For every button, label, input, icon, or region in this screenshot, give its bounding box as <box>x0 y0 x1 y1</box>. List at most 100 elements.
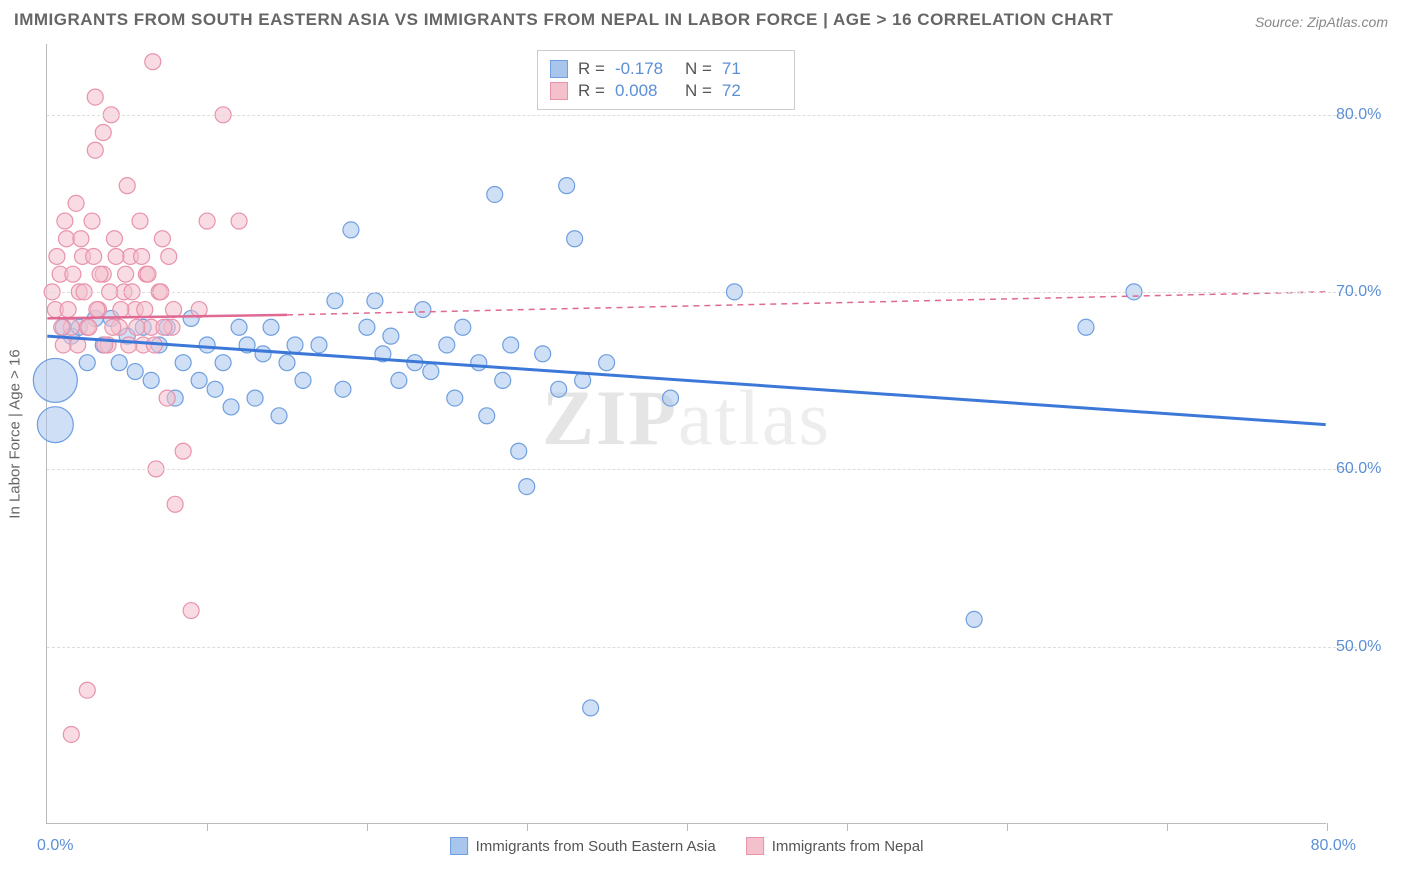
data-point <box>207 381 223 397</box>
data-point <box>55 337 71 353</box>
data-point <box>255 346 271 362</box>
data-point <box>87 89 103 105</box>
data-point <box>271 408 287 424</box>
data-point <box>118 266 134 282</box>
data-point <box>559 178 575 194</box>
gridline <box>47 647 1356 648</box>
data-point <box>87 142 103 158</box>
x-tick <box>1167 823 1168 831</box>
data-point <box>92 266 108 282</box>
x-tick <box>367 823 368 831</box>
data-point <box>367 293 383 309</box>
data-point <box>33 358 77 402</box>
data-point <box>455 319 471 335</box>
data-point <box>663 390 679 406</box>
data-point <box>215 355 231 371</box>
swatch-series-1 <box>550 60 568 78</box>
gridline <box>47 115 1356 116</box>
data-point <box>439 337 455 353</box>
r-value-2: 0.008 <box>615 81 675 101</box>
trend-line <box>47 315 287 319</box>
data-point <box>60 302 76 318</box>
stats-row-series-2: R = 0.008 N = 72 <box>550 81 782 101</box>
data-point <box>137 302 153 318</box>
trend-line <box>287 292 1326 315</box>
data-point <box>599 355 615 371</box>
data-point <box>567 231 583 247</box>
data-point <box>129 319 145 335</box>
n-label-2: N = <box>685 81 712 101</box>
data-point <box>57 213 73 229</box>
data-point <box>106 231 122 247</box>
x-axis-max-label: 80.0% <box>1311 837 1356 855</box>
data-point <box>89 302 105 318</box>
data-point <box>359 319 375 335</box>
data-point <box>551 381 567 397</box>
data-point <box>113 302 129 318</box>
plot-svg <box>47 44 1326 823</box>
data-point <box>287 337 303 353</box>
legend-label-2: Immigrants from Nepal <box>772 838 924 855</box>
data-point <box>105 319 121 335</box>
n-value-1: 71 <box>722 59 782 79</box>
data-point <box>159 390 175 406</box>
data-point <box>327 293 343 309</box>
data-point <box>79 682 95 698</box>
data-point <box>145 54 161 70</box>
data-point <box>121 337 137 353</box>
data-point <box>140 266 156 282</box>
data-point <box>503 337 519 353</box>
y-tick-label: 70.0% <box>1336 283 1406 301</box>
data-point <box>263 319 279 335</box>
legend-swatch-1 <box>450 837 468 855</box>
stats-legend-box: R = -0.178 N = 71 R = 0.008 N = 72 <box>537 50 795 110</box>
data-point <box>161 248 177 264</box>
data-point <box>63 726 79 742</box>
y-axis-title: In Labor Force | Age > 16 <box>7 349 24 518</box>
r-label-2: R = <box>578 81 605 101</box>
data-point <box>471 355 487 371</box>
data-point <box>95 125 111 141</box>
data-point <box>49 248 65 264</box>
gridline <box>47 469 1356 470</box>
data-point <box>175 355 191 371</box>
x-axis-min-label: 0.0% <box>37 837 73 855</box>
data-point <box>191 372 207 388</box>
plot-area: In Labor Force | Age > 16 ZIPatlas R = -… <box>46 44 1326 824</box>
r-label-1: R = <box>578 59 605 79</box>
r-value-1: -0.178 <box>615 59 675 79</box>
data-point <box>487 186 503 202</box>
data-point <box>423 364 439 380</box>
data-point <box>415 302 431 318</box>
data-point <box>167 496 183 512</box>
data-point <box>54 319 70 335</box>
source-attribution: Source: ZipAtlas.com <box>1255 14 1388 30</box>
data-point <box>156 319 172 335</box>
data-point <box>335 381 351 397</box>
x-tick <box>1327 823 1328 831</box>
data-point <box>154 231 170 247</box>
data-point <box>511 443 527 459</box>
data-point <box>279 355 295 371</box>
data-point <box>247 390 263 406</box>
y-tick-label: 60.0% <box>1336 460 1406 478</box>
data-point <box>68 195 84 211</box>
data-point <box>295 372 311 388</box>
data-point <box>1078 319 1094 335</box>
data-point <box>231 213 247 229</box>
legend-item-1: Immigrants from South Eastern Asia <box>450 837 716 855</box>
data-point <box>199 213 215 229</box>
legend-swatch-2 <box>746 837 764 855</box>
data-point <box>134 248 150 264</box>
data-point <box>535 346 551 362</box>
data-point <box>199 337 215 353</box>
gridline <box>47 292 1356 293</box>
data-point <box>495 372 511 388</box>
n-value-2: 72 <box>722 81 782 101</box>
data-point <box>143 372 159 388</box>
y-tick-label: 50.0% <box>1336 638 1406 656</box>
legend-label-1: Immigrants from South Eastern Asia <box>476 838 716 855</box>
n-label-1: N = <box>685 59 712 79</box>
x-tick <box>207 823 208 831</box>
data-point <box>86 248 102 264</box>
